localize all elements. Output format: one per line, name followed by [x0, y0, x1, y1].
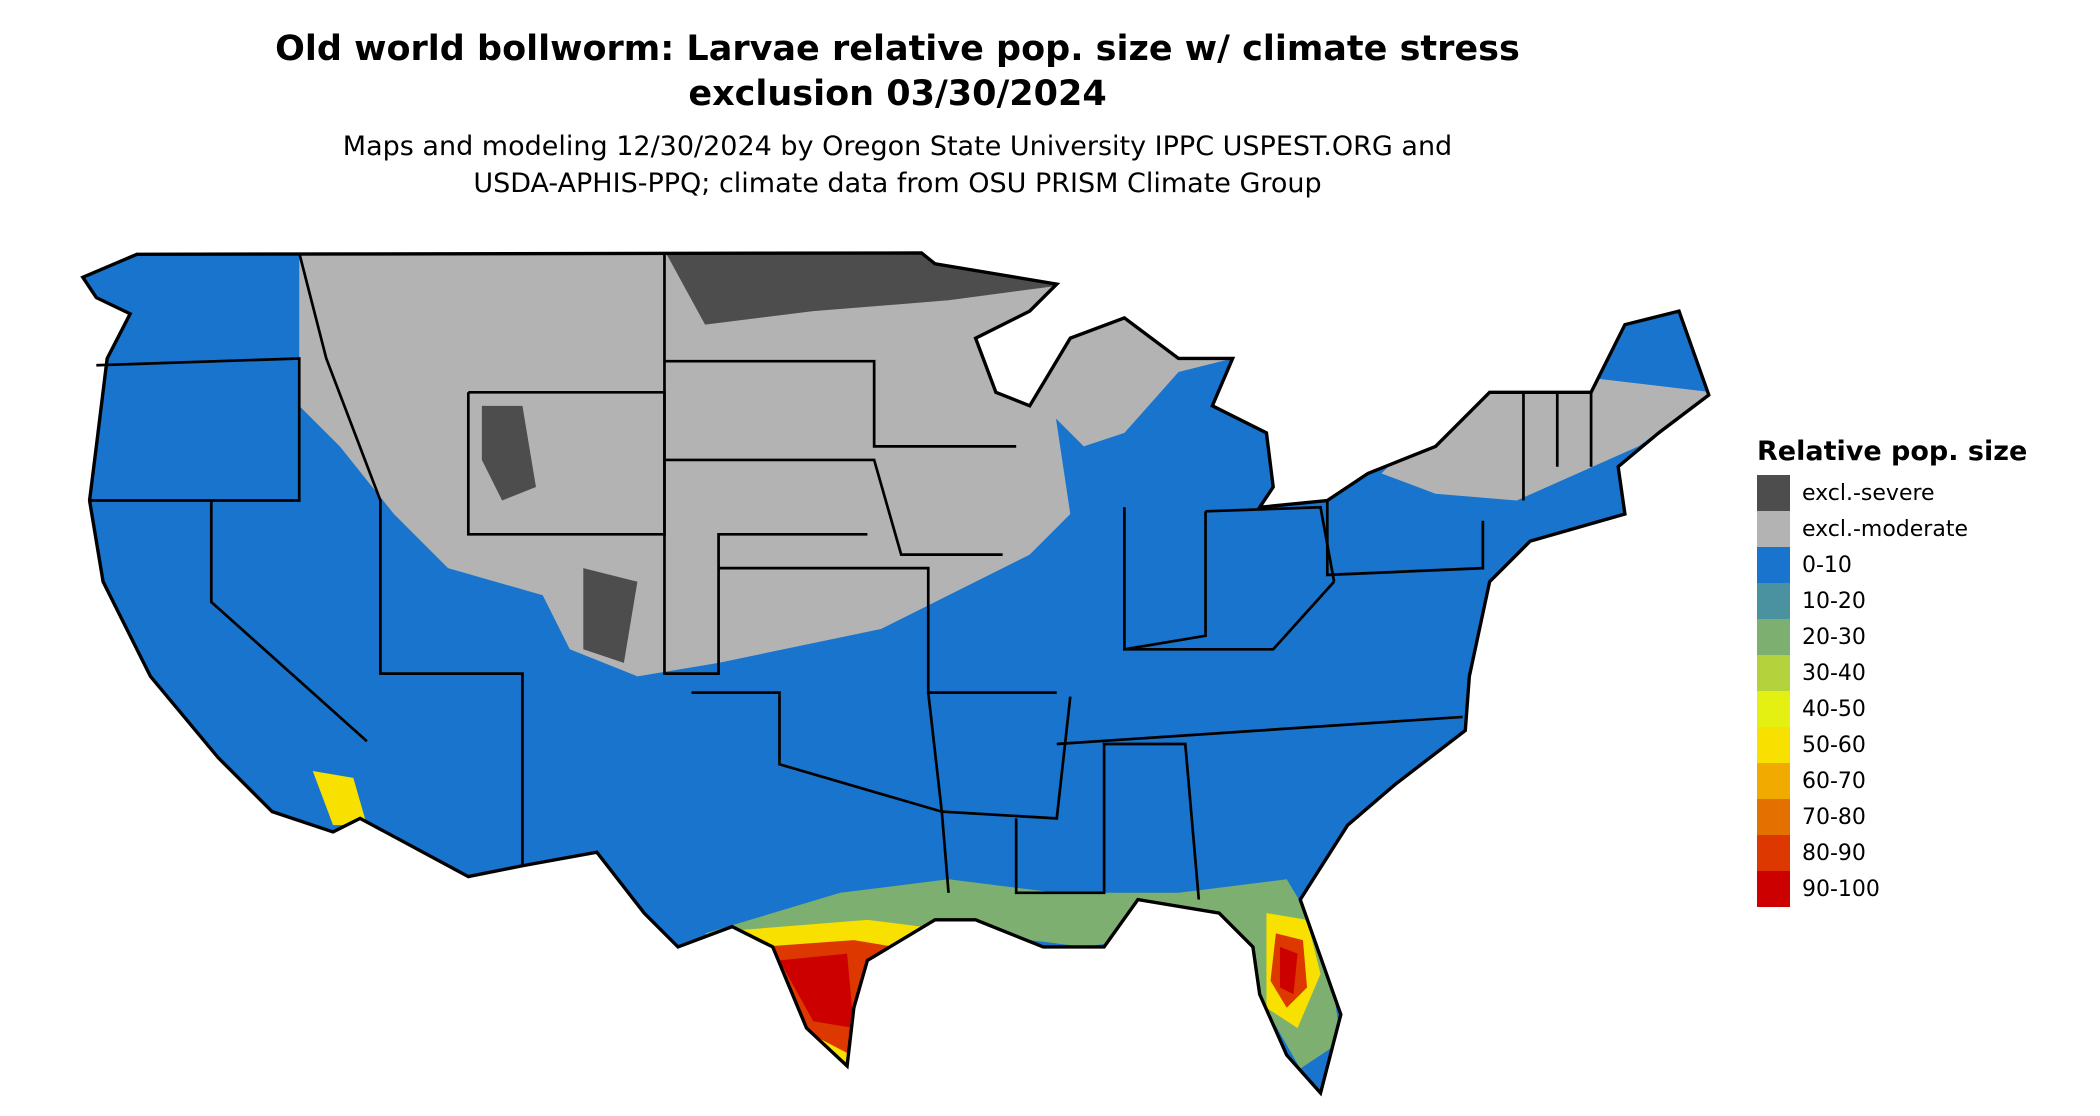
legend-label: 80-90	[1802, 840, 1866, 866]
legend-item: 40-50	[1757, 691, 2027, 727]
legend-label: 90-100	[1802, 876, 1880, 902]
state-borders	[89, 252, 1593, 900]
legend-item: 20-30	[1757, 619, 2027, 655]
legend-label: excl.-moderate	[1802, 516, 1968, 542]
legend-item: 0-10	[1757, 547, 2027, 583]
region-excl-severe-mountains	[481, 405, 638, 663]
region-90-100	[779, 946, 1298, 1029]
legend-item: 30-40	[1757, 655, 2027, 691]
legend-swatch	[1757, 583, 1790, 619]
map-title-line1: Old world bollworm: Larvae relative pop.…	[275, 29, 1520, 69]
legend-item: 60-70	[1757, 763, 2027, 799]
map-subtitle-line1: Maps and modeling 12/30/2024 by Oregon S…	[342, 131, 1453, 162]
legend-label: 20-30	[1802, 624, 1866, 650]
legend-label: 70-80	[1802, 804, 1866, 830]
legend-label: 10-20	[1802, 588, 1866, 614]
legend-label: 50-60	[1802, 732, 1866, 758]
legend-item: excl.-moderate	[1757, 511, 2027, 547]
legend-label: 40-50	[1802, 696, 1866, 722]
legend-item: 80-90	[1757, 835, 2027, 871]
legend-label: 30-40	[1802, 660, 1866, 686]
legend-item: 70-80	[1757, 799, 2027, 835]
region-excl-moderate-northeast	[1381, 378, 1709, 501]
legend-swatch	[1757, 619, 1790, 655]
legend-swatch	[1757, 871, 1790, 907]
legend-label: excl.-severe	[1802, 480, 1935, 506]
legend-swatch	[1757, 799, 1790, 835]
legend-swatch	[1757, 835, 1790, 871]
region-80-90	[759, 933, 1308, 1056]
legend: Relative pop. size excl.-severe excl.-mod…	[1757, 436, 2027, 907]
legend-swatch	[1757, 547, 1790, 583]
legend-label: 60-70	[1802, 768, 1866, 794]
legend-swatch	[1757, 511, 1790, 547]
legend-item: 50-60	[1757, 727, 2027, 763]
legend-swatch	[1757, 691, 1790, 727]
map-subtitle-line2: USDA-APHIS-PPQ; climate data from OSU PR…	[473, 168, 1322, 199]
legend-item: 10-20	[1757, 583, 2027, 619]
legend-title: Relative pop. size	[1757, 436, 2028, 467]
legend-swatch	[1757, 475, 1790, 511]
legend-label: 0-10	[1802, 552, 1852, 578]
legend-swatch	[1757, 763, 1790, 799]
legend-swatch	[1757, 727, 1790, 763]
legend-swatch	[1757, 655, 1790, 691]
map-title-line2: exclusion 03/30/2024	[688, 74, 1107, 114]
legend-item: 90-100	[1757, 871, 2027, 907]
region-socal-high	[312, 771, 367, 826]
legend-item: excl.-severe	[1757, 475, 2027, 511]
